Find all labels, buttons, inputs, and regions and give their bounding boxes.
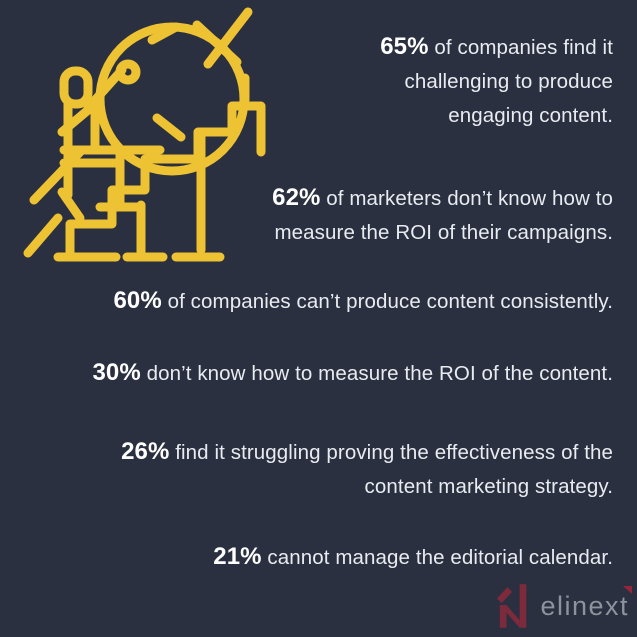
stat-text: of marketers don’t know how to measure t…: [274, 187, 613, 244]
stat-text: of companies find it challenging to prod…: [404, 36, 613, 127]
elinext-logo-icon: [497, 584, 527, 628]
stat-item-21: 21% cannot manage the editorial calendar…: [153, 540, 613, 575]
elinext-logo-wordmark: elinext: [540, 590, 629, 621]
stat-text: cannot manage the editorial calendar.: [261, 546, 613, 569]
stat-percent: 21%: [213, 543, 262, 570]
stat-percent: 26%: [121, 438, 170, 465]
elinext-logo: elinext: [497, 583, 632, 629]
stat-item-60: 60% of companies can’t produce content c…: [33, 284, 613, 319]
stat-item-30: 30% don’t know how to measure the ROI of…: [33, 356, 613, 391]
stat-text: of companies can’t produce content consi…: [161, 290, 613, 313]
stat-percent: 60%: [113, 287, 162, 314]
stat-text: find it struggling proving the effective…: [169, 441, 613, 498]
logo-flag-accent-icon: [623, 585, 632, 594]
stat-text: don’t know how to measure the ROI of the…: [140, 362, 613, 385]
elinext-logo-text: elinext: [540, 585, 632, 622]
illustration-strokes: [23, 7, 266, 262]
stat-percent: 62%: [272, 184, 321, 211]
stat-item-62: 62% of marketers don’t know how to measu…: [245, 181, 613, 250]
stat-item-26: 26% find it struggling proving the effec…: [113, 435, 613, 504]
stat-item-65: 65% of companies find it challenging to …: [341, 30, 613, 133]
stat-percent: 65%: [380, 33, 429, 60]
stat-percent: 30%: [92, 359, 141, 386]
